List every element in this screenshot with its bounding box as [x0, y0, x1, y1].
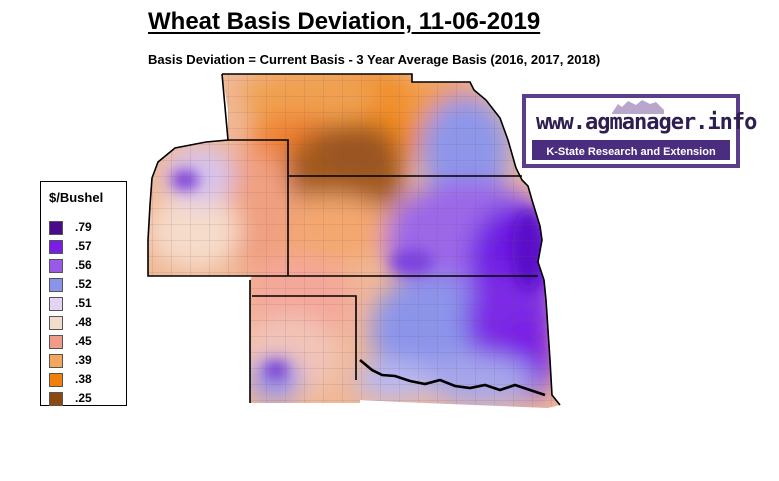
legend-label: .52 [75, 277, 92, 291]
basis-surface [148, 74, 560, 408]
state-boundaries [147, 73, 561, 406]
legend-label: .57 [75, 239, 92, 253]
legend-swatch [49, 373, 63, 387]
logo-org-text: K-State Research and Extension [546, 146, 716, 158]
legend-swatch [49, 221, 63, 235]
logo-site-text: www.agmanager.info [536, 110, 757, 135]
legend-label: .25 [75, 391, 92, 405]
legend-swatch [49, 240, 63, 254]
legend-swatch [49, 278, 63, 292]
legend-title: $/Bushel [49, 190, 104, 205]
agmanager-logo[interactable]: www.agmanager.info K-State Research and … [522, 94, 757, 168]
legend-swatch [49, 316, 63, 330]
map-title: Wheat Basis Deviation, 11-06-2019 [148, 8, 541, 35]
legend-label: .79 [75, 220, 92, 234]
legend-swatch [49, 392, 63, 406]
legend-label: .38 [75, 372, 92, 386]
map-subtitle: Basis Deviation = Current Basis - 3 Year… [148, 52, 601, 67]
legend-label: .39 [75, 353, 92, 367]
legend-label: .56 [75, 258, 92, 272]
legend-swatch [49, 354, 63, 368]
wildcat-icon [612, 100, 664, 114]
legend-swatch [49, 259, 63, 273]
legend-label: .45 [75, 334, 92, 348]
legend-swatch [49, 335, 63, 349]
logo-bar [532, 140, 730, 160]
legend-swatch [49, 297, 63, 311]
legend: $/Bushel .79 .57 .56 .52 .51 .48 .45 .39… [40, 181, 127, 406]
legend-label: .51 [75, 296, 92, 310]
legend-label: .48 [75, 315, 92, 329]
